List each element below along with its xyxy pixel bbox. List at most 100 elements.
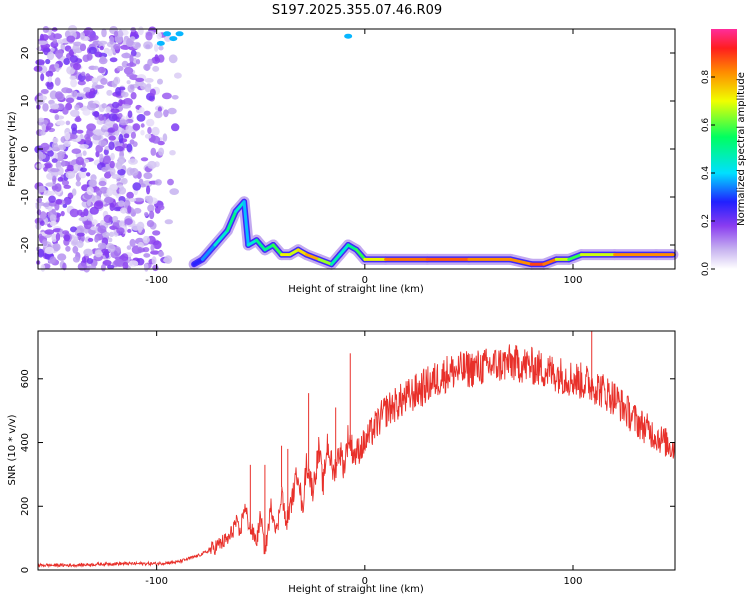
noise-cell [83,220,92,230]
noise-cell [91,77,98,83]
noise-cell [71,90,78,97]
noise-cell [145,31,153,41]
noise-cell [57,253,67,261]
noise-cell [152,264,159,272]
noise-cell [140,123,145,128]
noise-cell [142,235,150,244]
noise-cell [71,123,78,131]
noise-cell [95,84,105,89]
noise-cell [344,33,353,39]
noise-cell [115,87,122,96]
snr-x-tick-label: 100 [563,576,582,587]
noise-cell [63,184,71,189]
noise-cell [51,233,58,243]
noise-cell [81,71,86,77]
noise-cell [121,104,131,109]
snr-y-tick-label: 600 [20,369,31,388]
noise-cell [152,230,161,236]
noise-cell [75,180,82,187]
noise-cell [156,32,162,40]
noise-cell [83,87,92,93]
noise-cell [86,265,97,270]
noise-cell [140,129,145,136]
noise-cell [98,140,107,147]
noise-cell [97,225,107,234]
noise-cell [52,175,57,185]
noise-cell [37,117,45,123]
noise-cell [146,83,152,88]
noise-cell [49,256,57,265]
noise-cell [54,114,60,121]
noise-cell [97,40,108,45]
noise-cell [85,73,91,82]
noise-cell [127,110,133,118]
colorbar-tick-label: 0.6 [701,118,711,133]
noise-cell [77,80,86,86]
noise-cell [69,55,79,63]
noise-cell [76,129,84,134]
noise-cell [132,182,141,191]
colorbar-tick-label: 0.2 [701,214,711,228]
noise-cell [48,195,56,203]
noise-cell [80,211,85,218]
noise-cell [40,89,49,94]
noise-cell [132,141,138,148]
noise-cell [53,33,62,40]
noise-cell [97,66,106,74]
colorbar-tick-label: 0.4 [701,166,711,181]
noise-cell [49,220,57,227]
noise-cell [45,182,56,187]
noise-cell [167,178,174,186]
noise-cell [53,63,60,69]
noise-cell [63,140,71,147]
noise-cell [150,250,160,255]
noise-cell [65,120,71,126]
ridge-segment [242,200,250,247]
noise-cell [89,34,99,41]
noise-cell [76,232,85,237]
noise-cell [129,238,136,247]
noise-cell [98,114,105,121]
noise-cell [150,147,157,156]
noise-cell [92,111,100,117]
noise-cell [60,42,66,52]
noise-cell [110,152,115,161]
noise-cell [57,177,64,182]
spectrogram-y-tick-label: -20 [20,237,31,253]
noise-cell [167,107,177,115]
ridge-segment [346,243,358,252]
noise-cell [39,220,45,226]
noise-cell [74,104,80,111]
noise-cell [59,228,64,238]
noise-cell [126,62,137,67]
noise-cell [52,109,59,114]
noise-cell [69,75,76,80]
noise-cell [130,131,136,139]
noise-cell [151,135,161,144]
noise-cell [100,264,106,272]
noise-cell [163,109,169,118]
noise-cell [126,72,134,78]
spectrogram-x-tick-label: 0 [362,275,368,286]
noise-cell [37,40,48,46]
noise-cell [137,246,143,254]
noise-cell [37,185,46,193]
noise-cell [86,128,94,137]
noise-cell [169,36,178,42]
ridge-segment [330,253,342,266]
noise-cell [36,197,43,203]
noise-cell [41,123,47,132]
noise-cell [54,77,61,86]
noise-cell [48,191,56,196]
noise-cell [40,34,49,41]
noise-cell [54,183,62,192]
ridge-segment [296,248,309,257]
ridge-segment [355,248,367,261]
noise-cell [108,141,115,151]
noise-cell [140,157,149,162]
noise-cell [99,45,104,51]
noise-cell [116,65,124,72]
noise-cell [49,103,60,110]
noise-cell [136,221,145,231]
noise-cell [152,65,160,72]
